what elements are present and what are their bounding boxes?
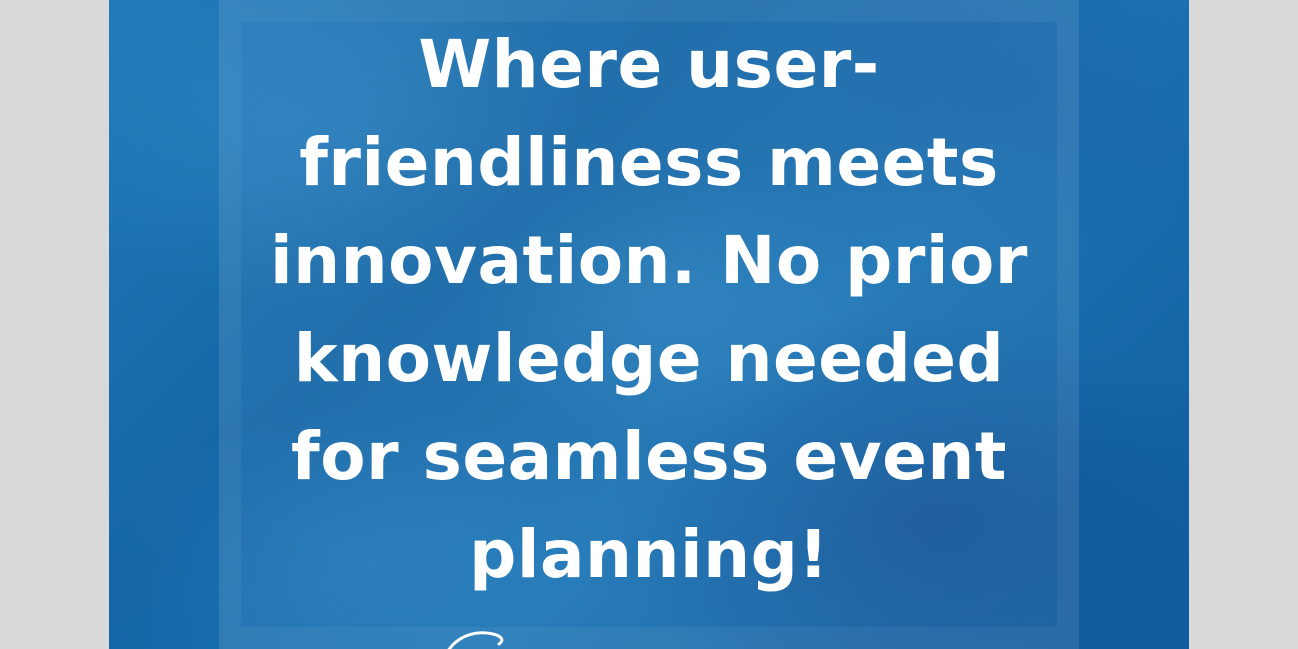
quote-line-6: planning! bbox=[469, 516, 829, 593]
quote-line-2: friendliness meets bbox=[299, 124, 999, 201]
quote-line-3: innovation. No prior bbox=[270, 222, 1028, 299]
quote-line-4: knowledge needed bbox=[293, 320, 1005, 397]
quote-line-1: Where user- bbox=[418, 26, 880, 103]
signature-flourish-icon bbox=[447, 631, 504, 649]
translucent-frame bbox=[219, 0, 1079, 649]
quote-poster: Where user- friendliness meets innovatio… bbox=[109, 0, 1189, 649]
quote-line-5: for seamless event bbox=[291, 418, 1007, 495]
quote-text: Where user- friendliness meets innovatio… bbox=[259, 16, 1039, 604]
